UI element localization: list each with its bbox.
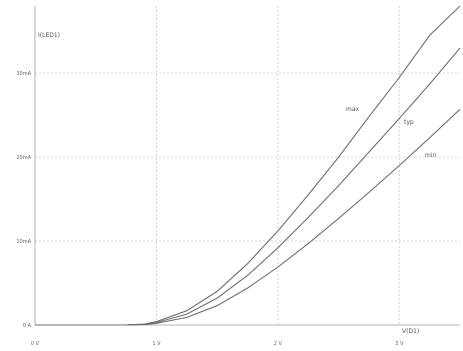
curve-label-typ: typ (404, 119, 414, 126)
x-tick-label: 2 V (274, 341, 283, 347)
tick-labels: 0 V 1 V 2 V 3 V 0 A 10mA 20mA 30mA (16, 71, 404, 347)
x-tick-label: 0 V (31, 341, 40, 347)
curve-label-min: min (425, 152, 437, 159)
series-line-typ (35, 47, 461, 326)
grid (35, 6, 460, 325)
y-tick-label: 0 A (23, 323, 32, 329)
series-line-max (35, 5, 461, 326)
curve-label-max: max (346, 106, 360, 113)
y-tick-label: 30mA (16, 71, 31, 77)
y-tick-label: 20mA (16, 155, 31, 161)
labels: I(LED1) V(D1) max typ min (38, 32, 437, 335)
series (35, 5, 461, 326)
x-tick-label: 3 V (395, 341, 404, 347)
series-line-min (35, 108, 461, 326)
x-axis-label: V(D1) (402, 328, 419, 335)
x-tick-label: 1 V (152, 341, 161, 347)
y-axis-label: I(LED1) (38, 32, 60, 39)
axes (34, 6, 460, 326)
y-tick-label: 10mA (16, 239, 31, 245)
